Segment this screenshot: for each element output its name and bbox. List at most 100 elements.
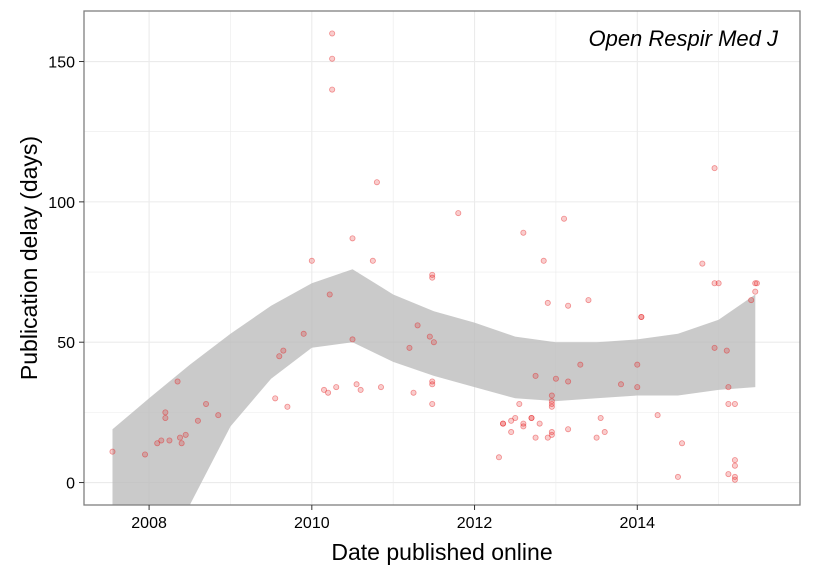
data-point: [353, 381, 360, 388]
data-point: [654, 412, 661, 419]
data-point: [548, 403, 555, 410]
data-point: [532, 372, 539, 379]
data-point: [308, 257, 315, 264]
data-point: [377, 384, 384, 391]
data-point: [178, 440, 185, 447]
data-point: [711, 344, 718, 351]
smooth-band: [112, 269, 756, 505]
data-point: [276, 353, 283, 360]
data-point: [177, 434, 184, 441]
data-point: [429, 381, 436, 388]
data-point: [711, 280, 718, 287]
data-point: [552, 375, 559, 382]
panel-title: Open Respir Med J: [588, 26, 779, 51]
data-point: [638, 313, 645, 320]
data-point: [357, 386, 364, 393]
data-point: [300, 330, 307, 337]
data-point: [601, 429, 608, 436]
data-point: [536, 420, 543, 427]
data-point: [142, 451, 149, 458]
data-point: [329, 86, 336, 93]
data-point: [548, 400, 555, 407]
data-point: [280, 347, 287, 354]
data-point: [520, 423, 527, 430]
confidence-band: [112, 269, 756, 505]
data-point: [597, 414, 604, 421]
data-point: [349, 235, 356, 242]
data-point: [429, 271, 436, 278]
data-point: [548, 429, 555, 436]
data-point: [731, 400, 738, 407]
data-point: [349, 336, 356, 343]
data-point: [548, 392, 555, 399]
data-point: [182, 431, 189, 438]
data-point: [410, 389, 417, 396]
data-point: [508, 417, 515, 424]
data-point: [520, 420, 527, 427]
data-point: [725, 471, 732, 478]
data-point: [528, 414, 535, 421]
data-point: [532, 434, 539, 441]
data-point: [731, 476, 738, 483]
data-point: [162, 409, 169, 416]
data-point: [158, 437, 165, 444]
y-tick-label: 0: [66, 476, 75, 493]
data-point: [215, 412, 222, 419]
x-tick-label: 2010: [294, 515, 330, 532]
data-point: [430, 339, 437, 346]
data-point: [326, 291, 333, 298]
data-point: [540, 257, 547, 264]
data-point: [333, 384, 340, 391]
data-point: [500, 420, 507, 427]
data-point: [495, 454, 502, 461]
data-point: [674, 473, 681, 480]
data-point: [565, 426, 572, 433]
data-point: [329, 30, 336, 37]
data-point: [429, 378, 436, 385]
data-point: [544, 299, 551, 306]
data-point: [548, 398, 555, 405]
data-point: [752, 288, 759, 295]
data-point: [528, 414, 535, 421]
data-point: [725, 400, 732, 407]
data-point: [325, 389, 332, 396]
data-point: [284, 403, 291, 410]
y-tick-label: 100: [48, 195, 75, 212]
axis-ticks: 2008 2010 2012 2014 0 50 100 150: [48, 55, 655, 532]
data-point: [500, 420, 507, 427]
data-point: [203, 400, 210, 407]
data-point: [429, 274, 436, 281]
y-tick-label: 150: [48, 55, 75, 72]
data-point: [565, 378, 572, 385]
data-point: [329, 55, 336, 62]
data-point: [516, 400, 523, 407]
data-point: [373, 179, 380, 186]
data-point: [748, 297, 755, 304]
data-point: [548, 431, 555, 438]
data-point: [753, 280, 760, 287]
data-point: [731, 473, 738, 480]
data-point: [731, 462, 738, 469]
data-point: [109, 448, 116, 455]
data-point: [321, 386, 328, 393]
x-axis-title: Date published online: [331, 539, 552, 565]
data-point: [565, 302, 572, 309]
x-tick-label: 2012: [457, 515, 493, 532]
data-point: [634, 361, 641, 368]
data-point: [634, 384, 641, 391]
data-point: [426, 333, 433, 340]
data-point: [406, 344, 413, 351]
data-point: [725, 384, 732, 391]
data-point: [162, 414, 169, 421]
data-point: [455, 210, 462, 217]
data-point: [174, 378, 181, 385]
data-point: [593, 434, 600, 441]
x-tick-label: 2008: [131, 515, 167, 532]
data-point: [618, 381, 625, 388]
data-point: [699, 260, 706, 267]
data-point: [723, 347, 730, 354]
data-point: [711, 165, 718, 172]
data-point: [194, 417, 201, 424]
points-layer: [109, 30, 760, 483]
data-point: [561, 215, 568, 222]
